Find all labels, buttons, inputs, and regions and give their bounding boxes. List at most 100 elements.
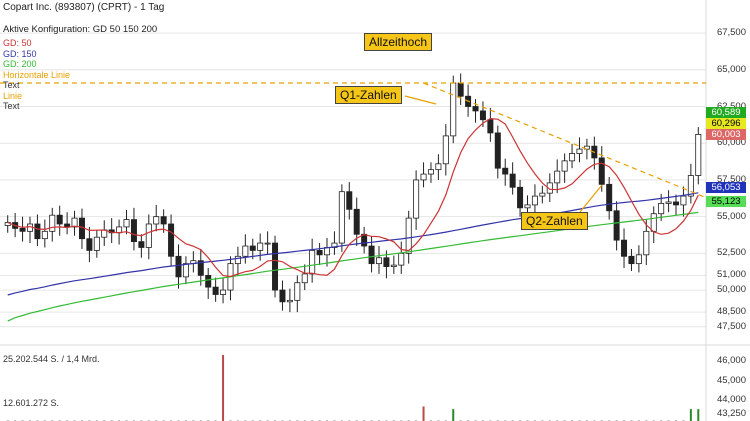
y-tick-label: 55,000 [716,210,746,222]
y-tick-label: 62,500 [716,100,746,112]
candle-body [93,236,100,251]
legend-item: GD: 50 [3,38,32,48]
candle-body [242,245,249,257]
price-tag: 60,296 [706,118,746,129]
candle-body [635,254,642,265]
candle-body [130,219,137,243]
candle-body [205,274,212,288]
volume-bar [697,409,700,421]
candle-body [145,223,152,248]
candle-body [175,255,182,278]
volume-tick-label: 44,000 [716,394,746,405]
price-tag: 56,053 [706,182,746,193]
candle-body [606,183,613,212]
candle-body [502,167,509,175]
candle-body [598,157,605,185]
candle-body [264,242,271,245]
candle-body [420,173,427,181]
y-tick-label: 52,500 [716,247,746,259]
candle-body [286,299,293,303]
candle-body [546,182,553,194]
candle-body [316,250,323,256]
legend-item: Text [3,101,20,111]
candle-body [554,170,561,184]
ma-150-line [7,192,699,296]
candle-body [353,208,360,235]
candle-body [49,214,56,232]
candle-body [680,195,687,206]
candle-body [64,223,71,228]
y-tick-label: 65,000 [716,63,746,75]
candle-body [279,289,286,303]
candle-body [41,230,48,240]
candle-body [487,119,494,134]
y-tick-label: 60,000 [716,137,746,149]
candle-body [71,217,78,228]
candle-body [220,289,227,295]
price-tag: 55,123 [706,196,746,207]
legend-item: GD: 200 [3,59,37,69]
candle-body [390,264,397,267]
candle-body [19,227,26,232]
volume-bar [689,409,692,421]
y-tick-label: 48,500 [716,306,746,318]
volume-bar [452,409,455,421]
candle-body [153,216,160,225]
candle-body [621,239,628,257]
y-tick-label: 57,500 [716,173,746,185]
q1-label: Q1-Zahlen [335,86,402,104]
volume-tick-label: 45,000 [716,375,746,386]
chart-title: Copart Inc. (893807) (CPRT) - 1 Tag [3,2,165,13]
q2-label: Q2-Zahlen [521,212,588,230]
candle-body [160,216,167,225]
candle-body [212,286,219,295]
candle-body [450,82,457,137]
candle-body [695,134,702,176]
candle-body [561,160,568,172]
volume-tick-label: 46,000 [716,355,746,366]
y-tick-label: 67,500 [716,27,746,39]
y-tick-label: 47,500 [716,320,746,332]
candle-body [427,169,434,175]
candle-body [531,195,538,206]
candle-body [182,263,189,278]
candle-body [643,230,650,256]
candle-body [309,250,316,275]
candle-body [234,255,241,265]
volume-mid-label: 12.601.272 S. [3,398,60,408]
volume-bar [222,355,225,421]
legend-item: Horizontale Linie [3,69,71,80]
volume-tick-label: 43,250 [716,408,746,419]
candle-body [34,223,41,240]
candle-body [576,148,583,154]
candle-body [249,245,256,251]
candle-body [539,192,546,197]
candle-body [673,201,680,206]
candle-body [346,191,353,210]
q1-arrow [404,95,437,105]
candle-body [197,260,204,276]
candle-body [294,282,301,301]
candle-body [494,132,501,169]
candle-body [435,163,442,171]
allzeithoch-label: Allzeithoch [364,33,433,51]
price-tag: 60,589 [706,107,746,118]
candle-body [658,203,665,215]
volume-max-label: 25.202.544 S. / 1,4 Mrd. [3,354,100,364]
candle-body [509,173,516,188]
ma-50-line [7,117,699,278]
candle-body [123,219,130,228]
legend-item: Text [3,80,20,90]
candle-body [665,201,672,204]
candle-body [405,217,412,254]
candle-body [472,106,479,112]
candle-body [301,273,308,284]
candle-body [650,213,657,232]
y-tick-label: 50,000 [716,284,746,296]
legend: GD: 50 GD: 150 GD: 200 Horizontale Linie Tex… [3,38,70,112]
candle-body [413,179,420,219]
candle-body [613,210,620,241]
config-label: Aktive Konfiguration: GD 50 150 200 [3,24,158,35]
